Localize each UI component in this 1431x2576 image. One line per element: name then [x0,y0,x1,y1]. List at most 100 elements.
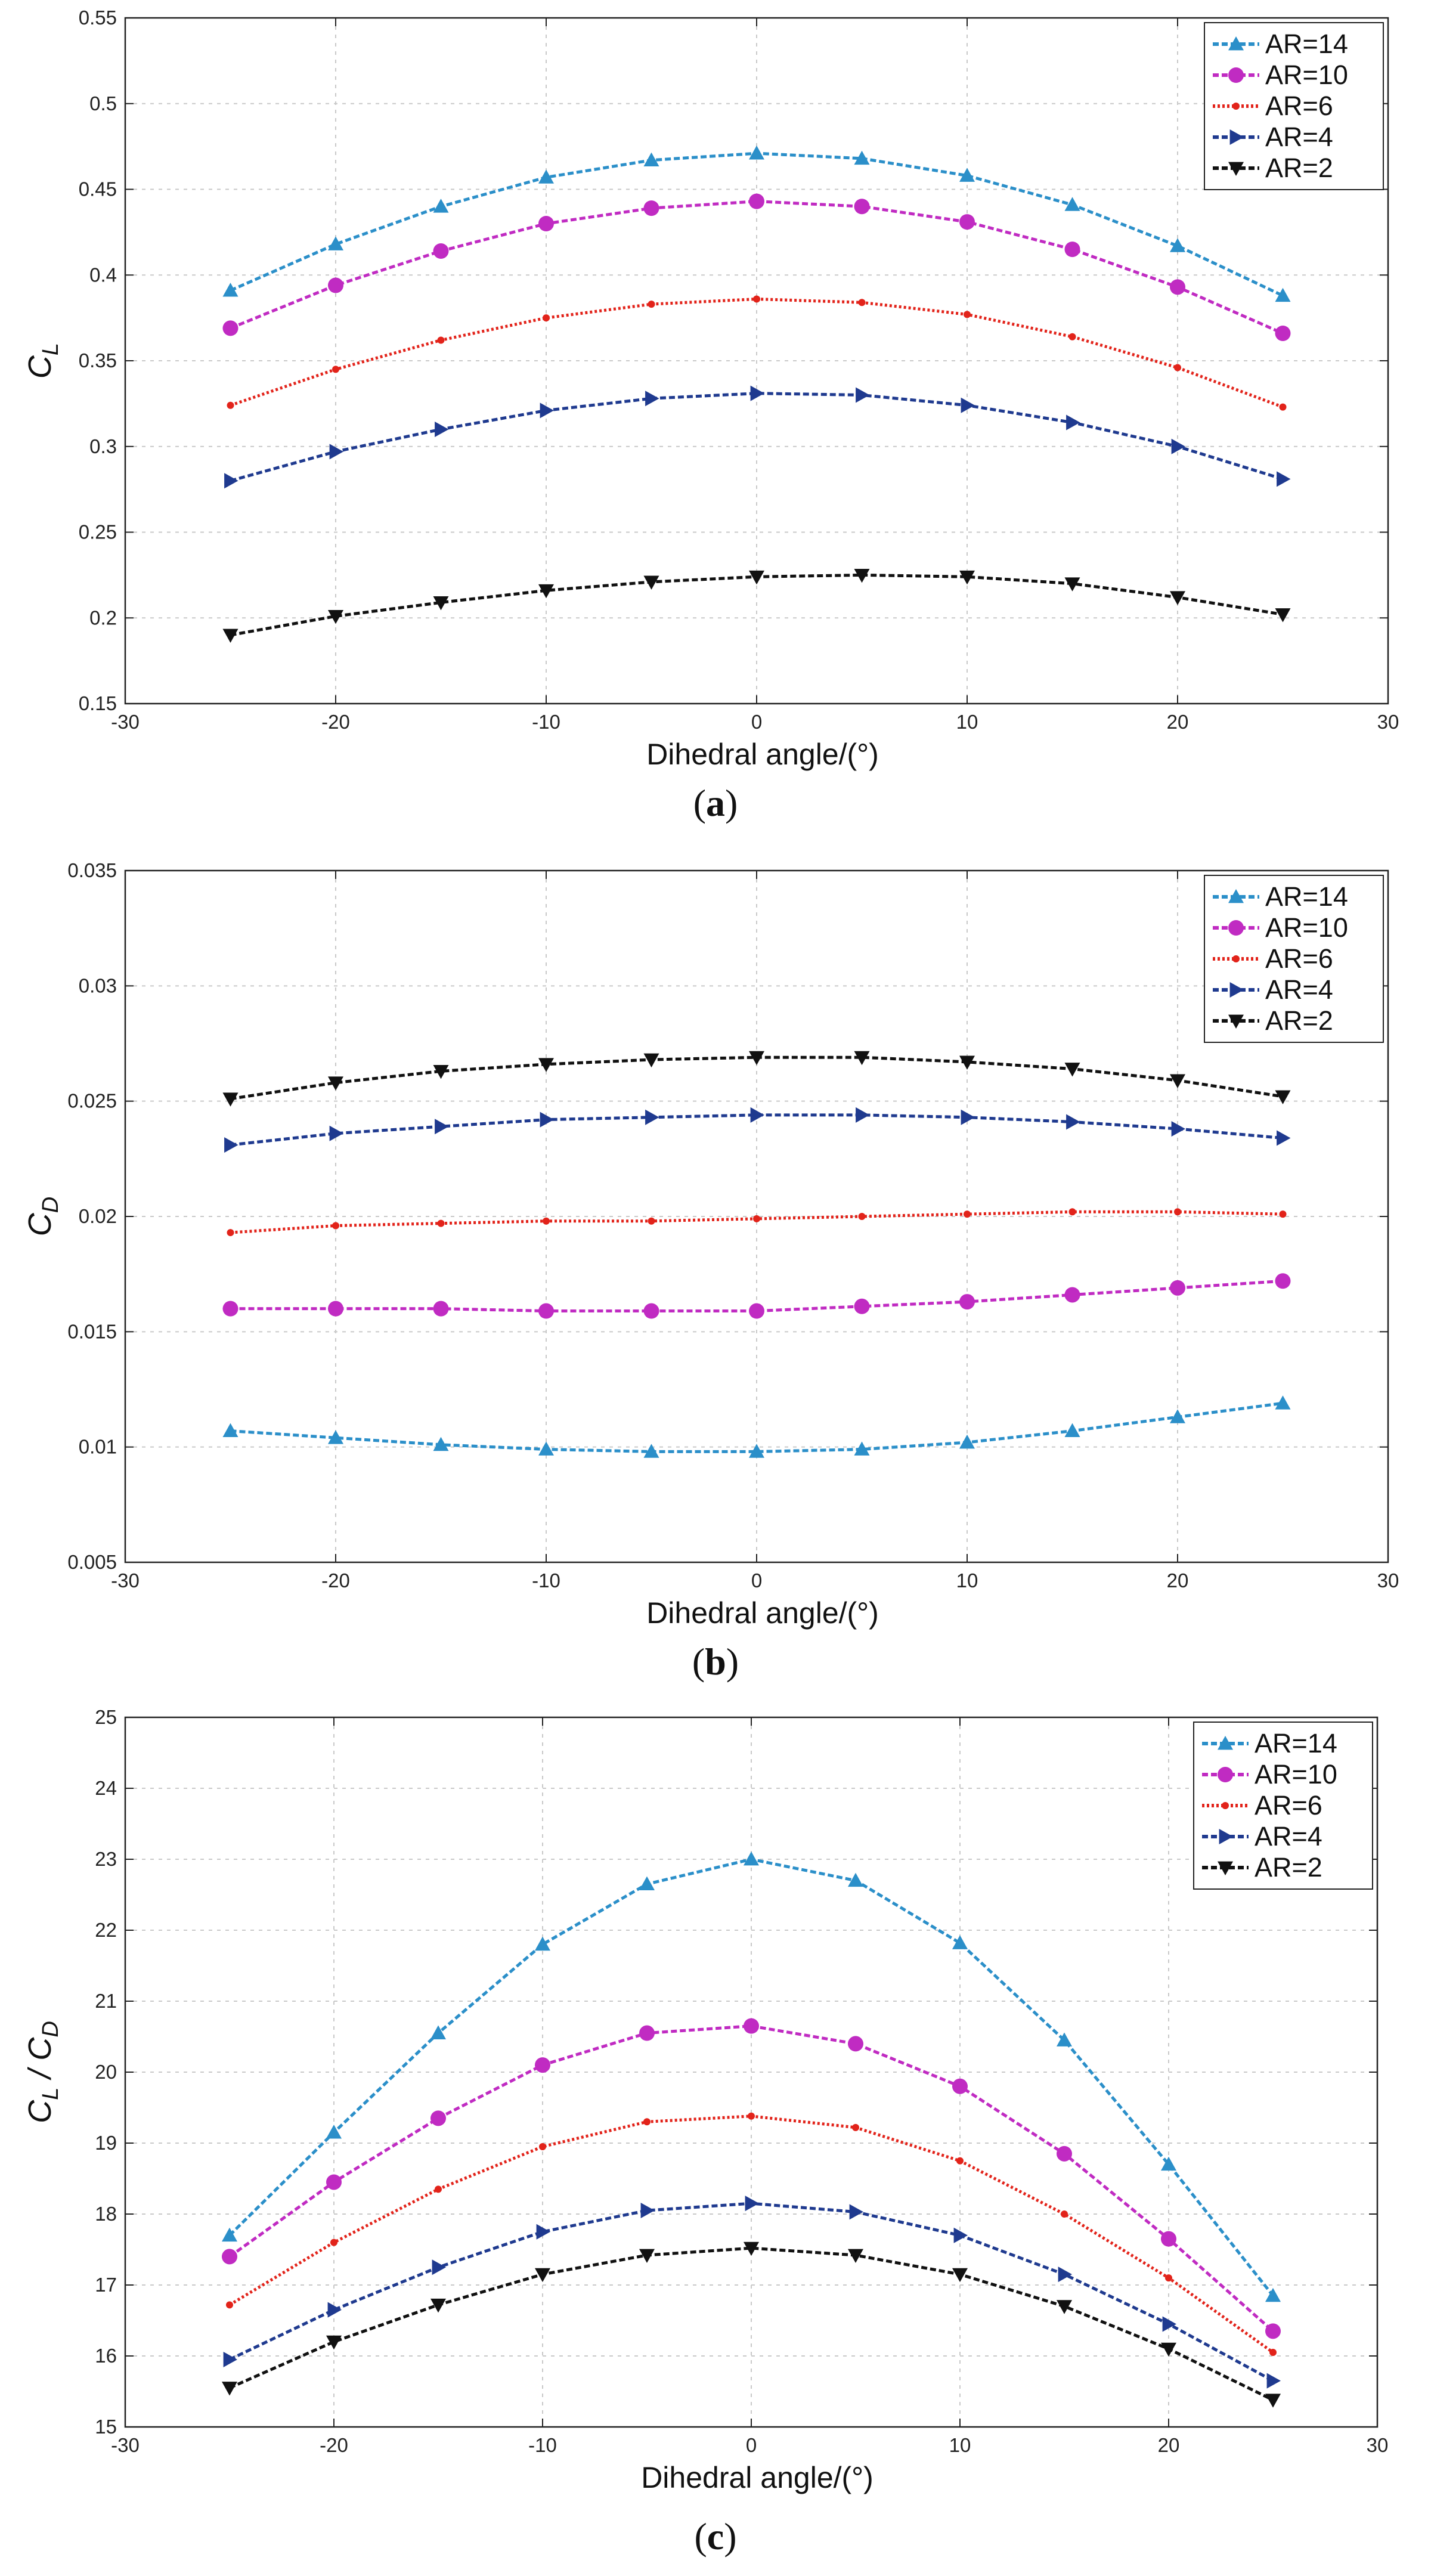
data-point [535,2268,550,2283]
data-point [753,295,760,303]
data-point [326,2174,342,2190]
x-tick-label: 30 [1377,1569,1399,1592]
y-tick-label: 21 [95,1990,117,2012]
data-point [854,199,870,215]
x-tick-label: -20 [321,711,350,733]
series-AR=10 [222,193,1291,341]
data-point [328,277,343,293]
data-point [1064,577,1080,592]
legend-marker [1228,1014,1244,1029]
data-point [952,2268,968,2283]
data-point [952,2078,968,2094]
data-point [538,584,554,599]
data-point [744,2018,759,2034]
y-tick-label: 18 [95,2203,117,2225]
data-point [749,1444,764,1458]
data-point [227,1229,234,1237]
legend-marker [1228,162,1244,176]
data-point [1058,2267,1072,2283]
data-point [1275,326,1291,341]
data-point [1064,197,1080,211]
data-point [226,2301,233,2309]
x-tick-label: 20 [1167,1569,1189,1592]
data-point [543,1217,550,1225]
data-point [430,2110,446,2126]
data-point [1275,1395,1291,1410]
data-point [745,2196,759,2212]
data-point [749,1303,764,1319]
data-point [222,628,238,643]
legend-label: AR=6 [1265,943,1333,974]
data-point [1170,591,1185,605]
data-point [748,2112,755,2120]
data-point [435,1119,449,1135]
data-point [330,2238,337,2246]
data-point [643,1053,659,1068]
data-point [854,1441,870,1456]
x-tick-label: -10 [532,711,560,733]
data-point [543,314,550,322]
data-point [535,1936,550,1951]
x-tick-label: 30 [1367,2434,1389,2456]
y-axis-label: CL [22,343,63,379]
x-tick-label: 0 [751,711,762,733]
data-point [538,1441,554,1456]
data-point [749,193,764,209]
data-point [1266,2373,1281,2389]
legend-marker [1229,129,1244,145]
data-point [540,402,554,419]
x-tick-label: 30 [1377,711,1399,733]
y-tick-label: 0.035 [67,859,117,881]
data-point [964,1210,971,1218]
data-point [961,1109,975,1125]
data-point [1275,287,1291,302]
data-point [1170,1409,1185,1423]
series-AR=6 [227,295,1287,411]
data-point [224,473,238,489]
data-point [1275,608,1291,623]
series-AR=2 [222,568,1291,643]
data-point [540,1111,554,1128]
x-tick-label: -30 [111,1569,140,1592]
legend-label: AR=14 [1255,1728,1337,1758]
data-point [1269,2349,1277,2357]
x-axis-label: Dihedral angle/(°) [646,1596,879,1630]
data-point [856,1107,870,1123]
data-point [643,575,659,590]
legend-label: AR=4 [1265,122,1333,152]
data-point [1068,1208,1076,1216]
data-point [433,199,449,213]
data-point [538,169,554,184]
data-point [1170,1074,1185,1088]
legend-marker [1228,67,1244,83]
data-point [961,397,975,413]
legend-label: AR=10 [1265,912,1348,943]
series-AR=4 [224,1107,1291,1153]
y-tick-label: 0.25 [79,521,117,543]
data-point [1279,403,1287,411]
data-point [1265,2394,1281,2408]
x-tick-label: -30 [111,2434,140,2456]
data-point [1064,1423,1080,1437]
data-point [639,2249,655,2264]
axes-frame [124,869,1389,1563]
data-point [856,387,870,403]
data-point [1057,2300,1072,2314]
data-point [223,2351,237,2367]
legend-marker [1228,36,1244,51]
legend-marker [1219,1829,1233,1844]
data-point [536,2224,550,2240]
data-point [854,150,870,165]
axes-frame [124,1716,1379,2428]
data-point [224,1137,238,1153]
data-point [848,2249,863,2264]
data-point [1279,1210,1287,1218]
data-point [648,301,655,308]
x-tick-label: 0 [746,2434,757,2456]
y-tick-label: 0.55 [79,7,117,29]
y-tick-label: 0.02 [79,1205,117,1227]
data-point [329,1125,343,1141]
y-tick-label: 0.35 [79,349,117,371]
